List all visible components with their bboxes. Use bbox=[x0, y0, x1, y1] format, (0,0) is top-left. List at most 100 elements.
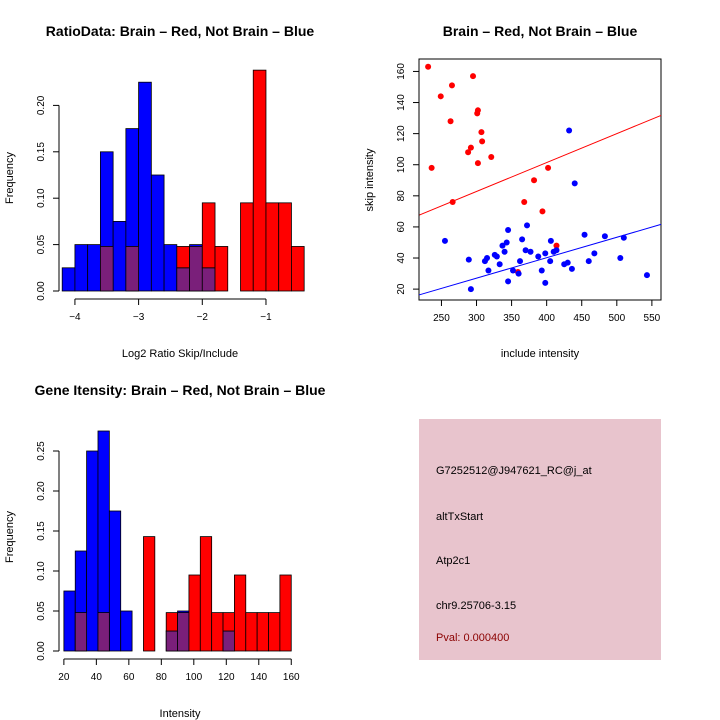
red-point bbox=[470, 73, 477, 80]
blue-point bbox=[547, 258, 554, 265]
x-tick-label: 400 bbox=[538, 313, 555, 324]
gene-title: Gene Itensity: Brain – Red, Not Brain – … bbox=[35, 382, 326, 398]
red-point bbox=[553, 242, 560, 249]
red-point bbox=[448, 82, 455, 89]
ratio-ylabel: Frequency bbox=[4, 152, 16, 204]
overlap-bar bbox=[201, 267, 216, 292]
blue-bar bbox=[74, 244, 89, 292]
scatter-xlabel: include intensity bbox=[501, 348, 580, 360]
red-point bbox=[467, 144, 474, 151]
red-bar bbox=[252, 69, 267, 292]
red-bar bbox=[245, 612, 258, 652]
x-tick-label: 40 bbox=[91, 672, 103, 683]
overlap-bar bbox=[176, 267, 190, 292]
blue-point bbox=[517, 258, 524, 265]
blue-point bbox=[542, 279, 549, 286]
gene-xlabel: Intensity bbox=[160, 708, 201, 720]
red-bar bbox=[278, 202, 292, 292]
event-type: altTxStart bbox=[436, 511, 484, 523]
red-bar bbox=[188, 574, 201, 652]
blue-point bbox=[568, 265, 575, 272]
red-point bbox=[545, 164, 552, 171]
blue-point bbox=[465, 256, 472, 263]
x-tick-label: 100 bbox=[185, 672, 202, 683]
blue-point bbox=[601, 233, 608, 240]
y-tick-label: 0.10 bbox=[36, 561, 47, 581]
ratio-bars bbox=[61, 69, 305, 292]
x-tick-label: −1 bbox=[260, 312, 272, 323]
blue-point bbox=[524, 222, 531, 229]
red-bar bbox=[201, 202, 216, 269]
y-tick-label: 0.15 bbox=[36, 521, 47, 541]
red-bar bbox=[268, 612, 281, 652]
red-point bbox=[539, 208, 546, 215]
x-tick-label: 250 bbox=[433, 313, 450, 324]
blue-point bbox=[566, 127, 573, 134]
blue-point bbox=[467, 286, 474, 293]
overlap-bar bbox=[99, 246, 114, 292]
x-tick-label: 350 bbox=[503, 313, 520, 324]
red-point bbox=[425, 63, 432, 70]
blue-point bbox=[499, 242, 506, 249]
red-point bbox=[474, 107, 481, 114]
probe-id: G7252512@J947621_RC@j_at bbox=[436, 465, 592, 477]
gene-ylabel: Frequency bbox=[4, 511, 16, 563]
overlap-bar bbox=[74, 612, 88, 652]
red-bar bbox=[165, 612, 178, 632]
blue-bar bbox=[120, 610, 133, 652]
red-point bbox=[428, 164, 435, 171]
y-tick-label: 140 bbox=[396, 94, 407, 111]
x-tick-label: 300 bbox=[468, 313, 485, 324]
x-tick-label: 160 bbox=[283, 672, 300, 683]
overlap-bar bbox=[97, 612, 110, 652]
red-bar bbox=[256, 612, 269, 652]
red-regression-line bbox=[418, 114, 662, 216]
blue-point bbox=[617, 255, 624, 262]
blue-point bbox=[485, 267, 492, 274]
scatter-x-axis: 250 300 350 400 450 500 550 bbox=[433, 299, 661, 324]
red-bar bbox=[211, 612, 224, 652]
y-tick-label: 100 bbox=[396, 156, 407, 173]
blue-bar bbox=[61, 267, 76, 292]
red-point bbox=[479, 138, 486, 145]
gene-y-axis: 0.00 0.05 0.10 0.15 0.20 0.25 bbox=[36, 441, 60, 661]
blue-point bbox=[519, 236, 526, 243]
blue-point bbox=[535, 253, 542, 260]
red-point bbox=[449, 199, 456, 206]
y-tick-label: 0.25 bbox=[36, 441, 47, 461]
x-tick-label: 550 bbox=[644, 313, 661, 324]
red-bar bbox=[222, 612, 235, 632]
blue-point bbox=[505, 227, 512, 234]
red-bar bbox=[265, 202, 280, 292]
gene-x-axis: 20 40 60 80 100 120 140 160 bbox=[58, 658, 300, 683]
blue-point bbox=[571, 180, 578, 187]
y-tick-label: 20 bbox=[396, 283, 407, 295]
blue-point bbox=[496, 261, 503, 268]
blue-point bbox=[503, 239, 510, 246]
blue-point bbox=[591, 250, 598, 257]
gene-name: Atp2c1 bbox=[436, 555, 471, 567]
blue-point bbox=[585, 258, 592, 265]
red-bar bbox=[240, 202, 254, 292]
ratio-panel: RatioData: Brain – Red, Not Brain – Blue… bbox=[4, 23, 314, 360]
blue-point bbox=[509, 267, 516, 274]
y-tick-label: 60 bbox=[396, 221, 407, 233]
y-tick-label: 0.05 bbox=[36, 234, 47, 254]
y-tick-label: 160 bbox=[396, 63, 407, 80]
x-tick-label: 450 bbox=[573, 313, 590, 324]
overlap-bar bbox=[189, 246, 203, 292]
blue-bar bbox=[112, 220, 127, 292]
red-point bbox=[474, 160, 481, 167]
blue-bar bbox=[163, 244, 178, 292]
red-bar bbox=[143, 536, 156, 652]
y-tick-label: 80 bbox=[396, 190, 407, 202]
scatter-lines bbox=[418, 114, 662, 296]
y-tick-label: 0.10 bbox=[36, 188, 47, 208]
red-point bbox=[465, 149, 472, 156]
red-point bbox=[437, 93, 444, 100]
blue-point bbox=[538, 267, 545, 274]
ratio-xlabel: Log2 Ratio Skip/Include bbox=[122, 348, 238, 360]
scatter-ylabel: skip intensity bbox=[364, 148, 376, 211]
x-tick-label: 140 bbox=[250, 672, 267, 683]
